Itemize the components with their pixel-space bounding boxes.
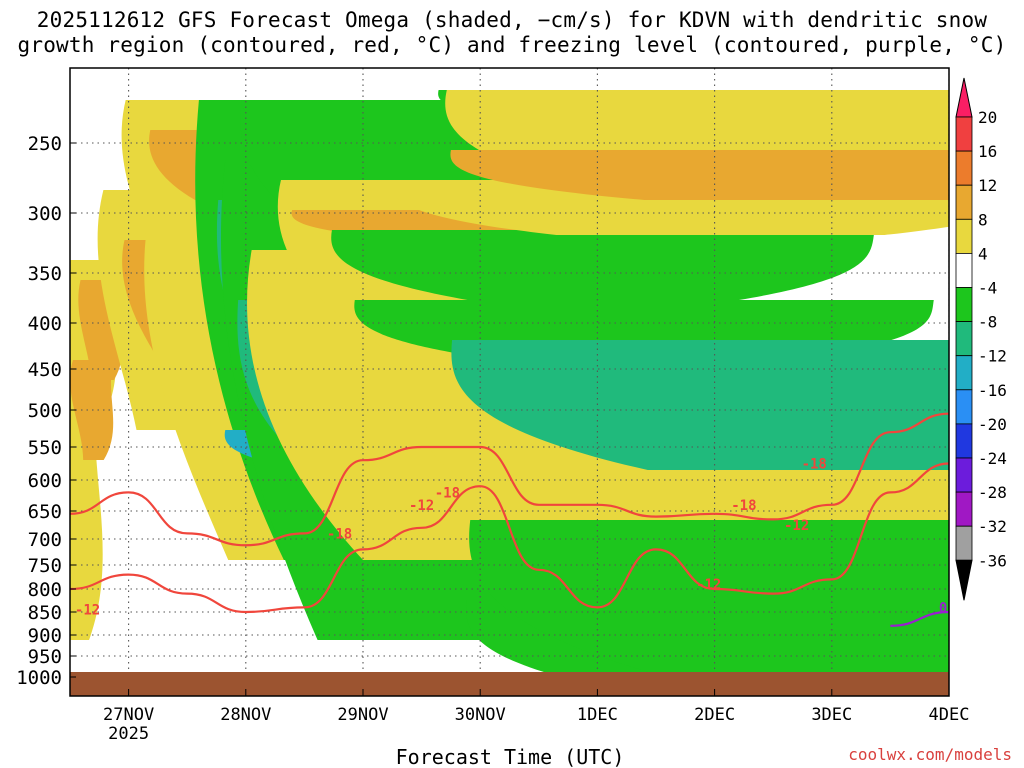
colorbar-top-arrow (955, 77, 973, 118)
y-tick-label: 450 (28, 359, 62, 381)
contour-label: -18 (327, 526, 352, 542)
y-tick-label: 700 (28, 529, 62, 551)
terrain-band (70, 672, 949, 696)
y-tick-label: 650 (28, 501, 62, 523)
colorbar-label: -16 (978, 381, 1007, 400)
contour-label: 0 (939, 600, 947, 616)
colorbar-label: 12 (978, 176, 997, 195)
y-axis: 2503003504004505005506006507007508008509… (16, 133, 76, 689)
x-tick-label: 29NOV (337, 705, 388, 725)
contour-dgz_-12_lower (70, 462, 949, 614)
colorbar-label: -20 (978, 415, 1007, 434)
colorbar-segment (955, 389, 973, 425)
x-tick-label: 3DEC (811, 705, 852, 725)
chart-title-line-2: growth region (contoured, red, °C) and f… (17, 33, 1007, 57)
colorbar-label: 4 (978, 244, 988, 263)
colorbar-label: -36 (978, 551, 1007, 570)
colorbar-label: 16 (978, 142, 997, 161)
colorbar-segment (955, 423, 973, 459)
colorbar-bottom-arrow (955, 559, 973, 601)
y-tick-label: 1000 (16, 667, 62, 689)
colorbar-label: -4 (978, 279, 997, 298)
x-tick-label: 28NOV (220, 705, 271, 725)
colorbar-label: -32 (978, 517, 1007, 536)
y-tick-label: 400 (28, 313, 62, 335)
contour-label: -12 (696, 577, 721, 593)
contour-label: -18 (435, 485, 460, 501)
omega-blob (451, 340, 949, 470)
contour-lines: -18-12-18-12-12-18-18-120 (70, 412, 949, 627)
omega-blob (450, 150, 949, 200)
credit-link[interactable]: coolwx.com/models (848, 745, 1012, 764)
colorbar-label: -28 (978, 483, 1007, 502)
x-axis-label: Forecast Time (UTC) (396, 745, 625, 768)
y-tick-label: 250 (28, 133, 62, 155)
y-tick-label: 850 (28, 602, 62, 624)
x-tick-label: 1DEC (577, 705, 618, 725)
contour-label: -18 (802, 457, 827, 473)
colorbar-segment (955, 321, 973, 357)
x-year-label: 2025 (108, 724, 149, 744)
contour-label: -12 (75, 603, 100, 619)
colorbar-segment (955, 116, 973, 152)
y-tick-label: 900 (28, 625, 62, 647)
colorbar-segment (955, 184, 973, 220)
y-tick-label: 800 (28, 579, 62, 601)
colorbar-label: -24 (978, 449, 1007, 468)
colorbar-label: 8 (978, 210, 988, 229)
x-axis: 27NOV 28NOV 29NOV 30NOV 1DEC 2DEC 3DEC 4DEC 2025 (103, 689, 969, 744)
y-tick-label: 350 (28, 263, 62, 285)
plot-frame (69, 67, 950, 697)
contour-freezing_0 (890, 610, 949, 627)
colorbar-label: -8 (978, 313, 997, 332)
omega-shading (70, 90, 949, 696)
colorbar-segment (955, 491, 973, 527)
colorbar-label: -12 (978, 347, 1007, 366)
contour-label: -12 (409, 498, 434, 514)
x-tick-label: 27NOV (103, 705, 154, 725)
x-tick-label: 30NOV (455, 705, 506, 725)
colorbar-segment (955, 525, 973, 561)
contour-dgz_-18_upper (70, 412, 949, 547)
y-tick-label: 750 (28, 555, 62, 577)
colorbar-segment (955, 252, 973, 288)
colorbar-segment (955, 355, 973, 391)
colorbar-segment (955, 457, 973, 493)
chart-title-line-1: 2025112612 GFS Forecast Omega (shaded, −… (36, 8, 988, 32)
colorbar-label: 20 (978, 108, 997, 127)
colorbar-segment (955, 218, 973, 254)
y-tick-label: 950 (28, 646, 62, 668)
colorbar-segment (955, 287, 973, 322)
y-tick-label: 300 (28, 203, 62, 225)
colorbar-segment (955, 150, 973, 186)
x-tick-label: 2DEC (694, 705, 735, 725)
omega-blob (469, 520, 949, 680)
contour-label: -18 (731, 498, 756, 514)
contour-label: -12 (784, 518, 809, 534)
x-tick-label: 4DEC (929, 705, 970, 725)
y-tick-label: 550 (28, 437, 62, 459)
omega-blob (331, 230, 875, 300)
y-tick-label: 500 (28, 400, 62, 422)
y-tick-label: 600 (28, 470, 62, 492)
colorbar: 20 16 12 8 4 -4 -8 -12 -16 -20 -24 -28 -32 -36 (955, 77, 1007, 601)
